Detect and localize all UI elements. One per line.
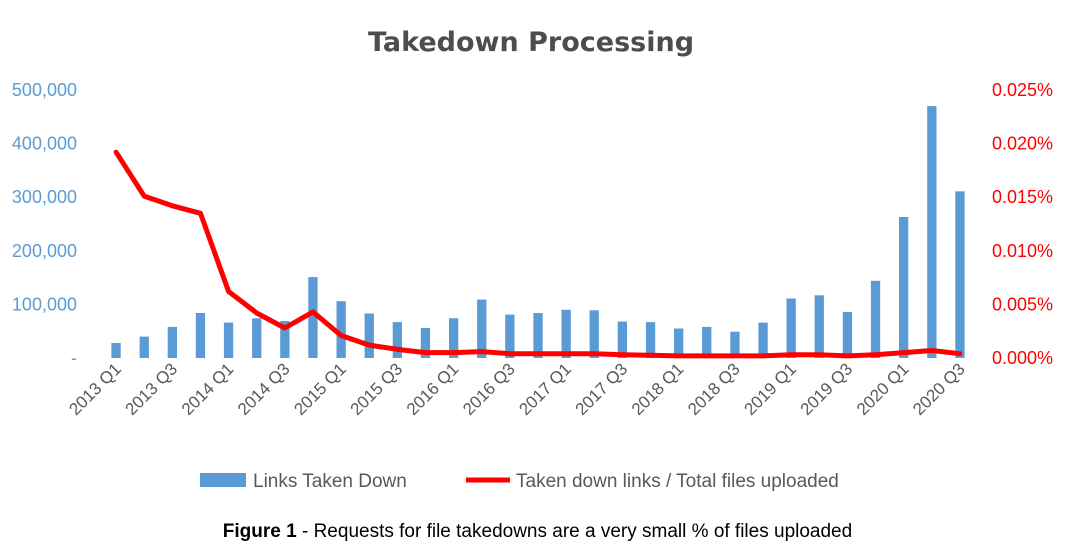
y-left-tick-label: 500,000	[12, 80, 77, 100]
bar-2019-q4	[870, 280, 881, 358]
x-tick-label: 2014 Q1	[178, 359, 238, 419]
caption-text: - Requests for file takedowns are a very…	[296, 521, 853, 542]
chart-title: Takedown Processing	[368, 27, 694, 58]
y-right-tick-label: 0.005%	[992, 294, 1053, 314]
y-left-tick-label: 200,000	[12, 241, 77, 261]
figure-caption: Figure 1 - Requests for file takedowns a…	[0, 521, 1075, 543]
x-tick-label: 2019 Q1	[740, 359, 800, 419]
bar-2017-q3	[617, 321, 627, 358]
bar-2013-q4	[195, 313, 206, 358]
bar-2018-q4	[758, 322, 768, 358]
legend-swatch-bars	[200, 473, 246, 487]
x-tick-label: 2017 Q1	[515, 359, 575, 419]
bar-2016-q2	[477, 299, 487, 358]
bar-2013-q2	[139, 336, 149, 358]
bar-2017-q1	[561, 309, 571, 358]
y-axis-right: 0.000% 0.005% 0.010% 0.015% 0.020% 0.025%	[992, 80, 1053, 368]
y-right-tick-label: 0.010%	[992, 241, 1053, 261]
bar-2013-q3	[167, 326, 177, 358]
bar-2014-q1	[223, 322, 234, 358]
y-left-tick-label: 100,000	[12, 294, 77, 314]
ratio-line	[113, 149, 963, 359]
bar-2017-q4	[645, 322, 656, 358]
caption-figure-label: Figure 1	[222, 521, 297, 542]
bar-2020-q3	[955, 191, 965, 358]
x-tick-label: 2018 Q1	[628, 359, 688, 419]
x-tick-label: 2020 Q1	[853, 359, 913, 419]
bar-2019-q1	[786, 298, 796, 358]
bar-2015-q1	[336, 301, 346, 358]
x-tick-label: 2015 Q1	[290, 359, 350, 419]
bar-2020-q2	[927, 106, 937, 358]
bar-2015-q4	[420, 328, 431, 358]
legend: Links Taken Down Taken down links / Tota…	[200, 471, 839, 492]
y-left-tick-label: -	[71, 348, 77, 368]
x-tick-label: 2017 Q3	[572, 359, 632, 419]
y-right-tick-label: 0.000%	[992, 348, 1053, 368]
bar-2013-q1	[111, 343, 121, 358]
bar-2018-q1	[674, 328, 684, 358]
legend-label-bars: Links Taken Down	[253, 471, 407, 492]
bar-2016-q1	[449, 318, 459, 358]
bar-2015-q3	[392, 322, 402, 358]
y-right-tick-label: 0.020%	[992, 134, 1053, 154]
x-tick-label: 2014 Q3	[234, 359, 294, 419]
bar-2018-q2	[702, 326, 712, 358]
x-tick-label: 2015 Q3	[347, 359, 407, 419]
line-layer	[113, 149, 963, 359]
x-tick-label: 2018 Q3	[684, 359, 744, 419]
bar-2014-q3	[280, 321, 290, 358]
legend-label-line: Taken down links / Total files uploaded	[516, 471, 839, 492]
y-left-tick-label: 300,000	[12, 187, 77, 207]
bar-2016-q3	[505, 314, 515, 358]
bar-2016-q4	[533, 313, 543, 358]
x-tick-label: 2013 Q3	[122, 359, 182, 419]
bar-2019-q2	[814, 295, 824, 358]
bar-2019-q3	[842, 311, 853, 358]
bar-2018-q3	[730, 331, 740, 358]
y-right-tick-label: 0.015%	[992, 187, 1053, 207]
bar-2014-q2	[252, 318, 262, 358]
bar-2015-q2	[364, 313, 374, 358]
y-left-tick-label: 400,000	[12, 134, 77, 154]
bars-layer	[111, 106, 965, 358]
x-tick-label: 2013 Q1	[65, 359, 125, 419]
y-axis-left: - 100,000 200,000 300,000 400,000 500,000	[12, 80, 77, 368]
x-tick-label: 2019 Q3	[797, 359, 857, 419]
bar-2014-q4	[308, 277, 318, 358]
x-tick-label: 2020 Q3	[909, 359, 969, 419]
bar-2020-q1	[899, 217, 909, 358]
x-tick-label: 2016 Q3	[459, 359, 519, 419]
bar-2017-q2	[589, 310, 599, 358]
x-tick-label: 2016 Q1	[403, 359, 463, 419]
y-right-tick-label: 0.025%	[992, 80, 1053, 100]
